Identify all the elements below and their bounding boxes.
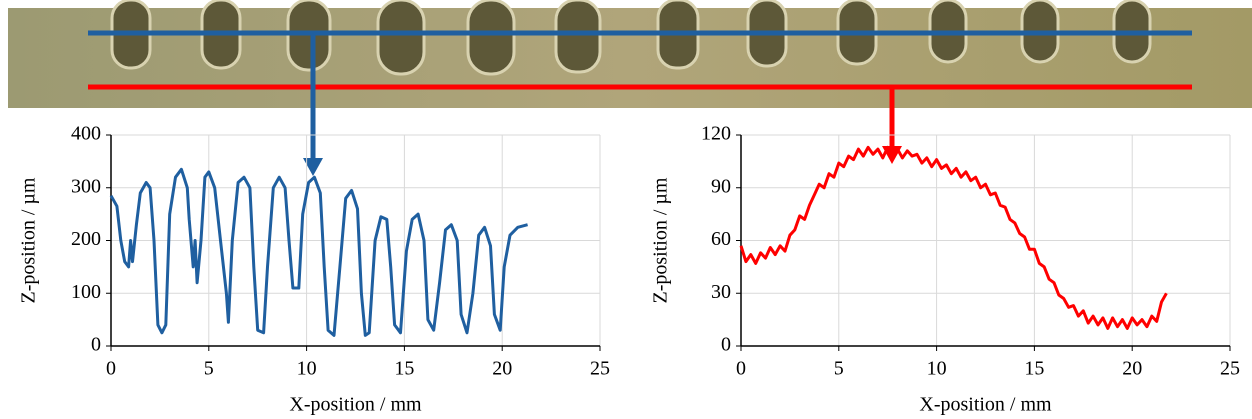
x-tick-label: 10	[297, 358, 317, 380]
x-tick-label: 15	[394, 358, 414, 380]
x-axis-label: X-position / mm	[289, 394, 422, 416]
y-tick-label: 100	[71, 281, 101, 303]
y-axis-label: Z-position / µm	[18, 177, 40, 303]
y-tick-label: 400	[71, 123, 101, 145]
x-tick-label: 15	[1024, 358, 1044, 380]
y-tick-label: 0	[91, 334, 101, 356]
x-tick-label: 5	[834, 358, 844, 380]
y-tick-label: 120	[701, 123, 731, 145]
x-tick-label: 20	[1122, 358, 1142, 380]
data-line	[739, 145, 1168, 330]
x-tick-label: 25	[590, 358, 610, 380]
y-axis-label: Z-position / µm	[650, 177, 672, 303]
y-tick-label: 30	[711, 281, 731, 303]
x-tick-label: 0	[106, 358, 116, 380]
x-tick-label: 25	[1220, 358, 1240, 380]
x-axis-label: X-position / mm	[919, 394, 1052, 416]
y-tick-label: 0	[721, 334, 731, 356]
y-tick-label: 60	[711, 228, 731, 250]
x-tick-label: 10	[927, 358, 947, 380]
photo-strip	[8, 0, 1252, 108]
y-tick-label: 200	[71, 228, 101, 250]
data-line	[109, 167, 528, 337]
y-tick-label: 90	[711, 175, 731, 197]
x-tick-label: 0	[736, 358, 746, 380]
blue-arrow	[303, 33, 323, 176]
y-tick-label: 300	[71, 175, 101, 197]
x-tick-label: 20	[492, 358, 512, 380]
x-tick-label: 5	[204, 358, 214, 380]
